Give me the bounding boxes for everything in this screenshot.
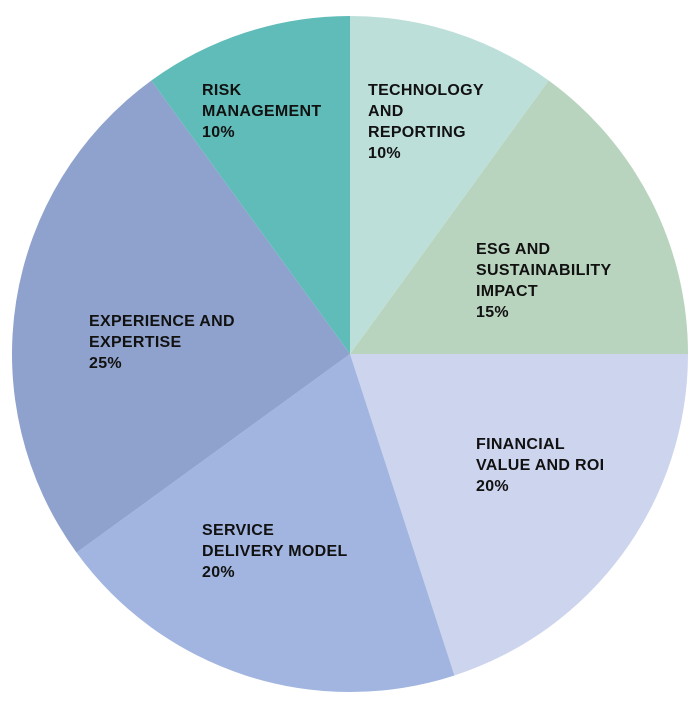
slice-name-line: SUSTAINABILITY: [476, 262, 611, 279]
slice-label-risk-management: RISK MANAGEMENT 10%: [202, 82, 321, 141]
slice-name-line: TECHNOLOGY: [368, 82, 484, 99]
slice-name-line: SERVICE: [202, 522, 274, 539]
slice-name-line: IMPACT: [476, 283, 538, 300]
slice-label-experience-and-expertise: EXPERIENCE AND EXPERTISE 25%: [89, 313, 235, 372]
pie-slice-technology-and-reporting: [350, 16, 549, 354]
slice-value-label: 15%: [476, 304, 509, 321]
slice-name-line: AND: [368, 103, 404, 120]
slice-value-label: 10%: [368, 145, 401, 162]
slice-name-line: MANAGEMENT: [202, 103, 321, 120]
slice-value-label: 10%: [202, 124, 235, 141]
slice-name-line: ESG AND: [476, 241, 550, 258]
pie-slice-experience-and-expertise: [11, 80, 351, 553]
slice-value-label: 20%: [202, 564, 235, 581]
slice-name-line: REPORTING: [368, 124, 466, 141]
slice-label-esg-and-sustainability-impact: ESG AND SUSTAINABILITY IMPACT 15%: [476, 241, 611, 321]
pie-slice-financial-value-and-roi: [350, 354, 688, 676]
slice-label-financial-value-and-roi: FINANCIAL VALUE AND ROI 20%: [476, 436, 604, 495]
slice-name-line: FINANCIAL: [476, 436, 565, 453]
pie-labels: TECHNOLOGY AND REPORTING 10% ESG AND SUSTAINA…: [89, 82, 611, 581]
slice-name-line: EXPERTISE: [89, 334, 182, 351]
slice-name-line: EXPERIENCE AND: [89, 313, 235, 330]
slice-label-service-delivery-model: SERVICE DELIVERY MODEL 20%: [202, 522, 348, 581]
pie-slice-service-delivery-model: [76, 354, 455, 693]
slice-name-line: DELIVERY MODEL: [202, 543, 348, 560]
slice-value-label: 20%: [476, 478, 509, 495]
slice-name-line: RISK: [202, 82, 242, 99]
pie-slice-esg-and-sustainability-impact: [350, 80, 688, 355]
pie-slice-risk-management: [151, 16, 350, 354]
pie-slices: [11, 16, 688, 693]
slice-name-line: VALUE AND ROI: [476, 457, 604, 474]
slice-label-technology-and-reporting: TECHNOLOGY AND REPORTING 10%: [368, 82, 484, 162]
slice-value-label: 25%: [89, 355, 122, 372]
